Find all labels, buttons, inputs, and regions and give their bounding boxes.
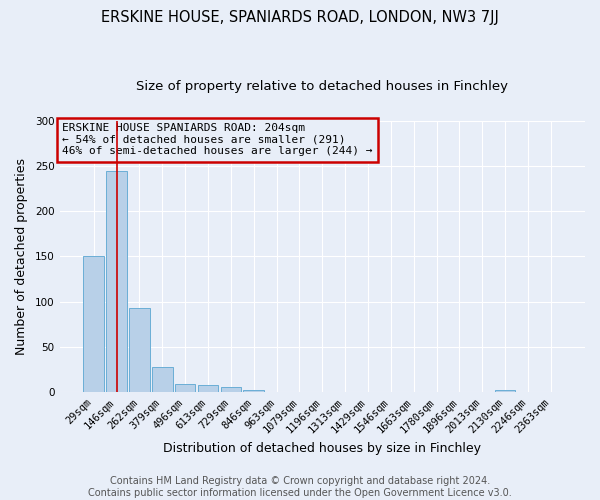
Text: Contains HM Land Registry data © Crown copyright and database right 2024.
Contai: Contains HM Land Registry data © Crown c… bbox=[88, 476, 512, 498]
X-axis label: Distribution of detached houses by size in Finchley: Distribution of detached houses by size … bbox=[163, 442, 481, 455]
Text: ERSKINE HOUSE, SPANIARDS ROAD, LONDON, NW3 7JJ: ERSKINE HOUSE, SPANIARDS ROAD, LONDON, N… bbox=[101, 10, 499, 25]
Bar bbox=[129, 308, 150, 392]
Bar bbox=[221, 387, 241, 392]
Text: ERSKINE HOUSE SPANIARDS ROAD: 204sqm
← 54% of detached houses are smaller (291)
: ERSKINE HOUSE SPANIARDS ROAD: 204sqm ← 5… bbox=[62, 124, 373, 156]
Bar bbox=[495, 390, 515, 392]
Bar bbox=[83, 256, 104, 392]
Title: Size of property relative to detached houses in Finchley: Size of property relative to detached ho… bbox=[136, 80, 508, 93]
Y-axis label: Number of detached properties: Number of detached properties bbox=[15, 158, 28, 355]
Bar bbox=[175, 384, 196, 392]
Bar bbox=[152, 367, 173, 392]
Bar bbox=[106, 172, 127, 392]
Bar bbox=[198, 385, 218, 392]
Bar bbox=[244, 390, 264, 392]
